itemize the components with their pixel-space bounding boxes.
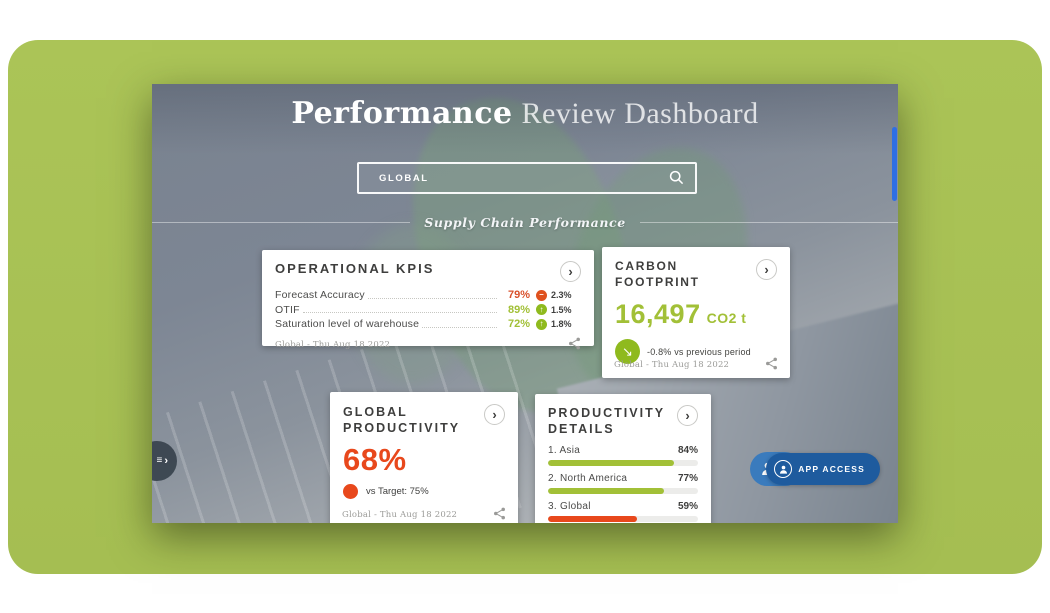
card-global-productivity: GLOBAL PRODUCTIVITY › 68% vs Target: 75%…	[330, 392, 518, 523]
progress-bar-track	[548, 515, 698, 522]
app-access-button[interactable]: APP ACCESS	[766, 453, 880, 485]
rank-label: 1. Asia	[548, 444, 581, 456]
search-icon[interactable]	[669, 170, 684, 185]
rank-label: 3. Global	[548, 500, 591, 512]
kpi-value: 89%	[507, 303, 530, 316]
status-dot-icon	[343, 483, 358, 499]
kpi-delta: 1.5%	[551, 304, 572, 315]
kpi-delta: 2.3%	[551, 290, 572, 301]
section-title: Supply Chain Performance	[424, 215, 626, 230]
carbon-delta-text: -0.8% vs previous period	[647, 346, 751, 357]
kpi-delta: 1.8%	[551, 319, 572, 330]
kpi-value: 79%	[507, 289, 530, 302]
productivity-value: 68%	[343, 441, 407, 477]
rank-value: 84%	[677, 444, 698, 456]
rank-value: 59%	[677, 500, 698, 512]
share-icon[interactable]	[765, 357, 778, 370]
card-title: PRODUCTIVITY DETAILS	[548, 406, 665, 437]
card-expand-button[interactable]: ›	[484, 404, 505, 425]
carbon-unit: CO2 t	[706, 310, 747, 327]
card-expand-button[interactable]: ›	[560, 261, 581, 282]
card-title: GLOBAL PRODUCTIVITY	[343, 405, 461, 436]
card-title: OPERATIONAL KPIS	[275, 261, 435, 276]
page-title: Performance Review Dashboard	[152, 96, 898, 131]
rank-row: 3. Global 59%	[548, 501, 698, 522]
kpi-row: Forecast Accuracy 79% – 2.3%	[275, 288, 581, 303]
kpi-row: Saturation level of warehouse 72% ↑ 1.8%	[275, 317, 581, 332]
search-bar[interactable]	[357, 162, 697, 194]
rank-label: 2. North America	[548, 472, 628, 484]
share-icon[interactable]	[568, 337, 581, 350]
section-divider: Supply Chain Performance	[152, 215, 898, 230]
page-title-light: Review Dashboard	[521, 97, 759, 130]
card-carbon-footprint: CARBON FOOTPRINT › 16,497 CO2 t ↘ -0.8% …	[602, 247, 790, 378]
kpi-row: OTIF 89% ↑ 1.5%	[275, 303, 581, 318]
card-expand-button[interactable]: ›	[677, 405, 698, 426]
carbon-delta-row: ↘ -0.8% vs previous period	[615, 339, 777, 365]
kpi-label: Forecast Accuracy	[275, 289, 365, 302]
card-scope-date: Global - Thu Aug 18 2022	[342, 510, 458, 520]
progress-bar-fill	[548, 487, 664, 494]
carbon-metric: 16,497 CO2 t	[615, 299, 777, 330]
target-text: vs Target: 75%	[366, 485, 429, 497]
card-scope-date: Global - Thu Aug 18 2022	[275, 339, 391, 350]
app-access-icon	[774, 460, 793, 478]
app-access-group: APP ACCESS	[750, 452, 880, 486]
trend-up-icon: ↑	[536, 318, 547, 330]
carbon-value: 16,497	[615, 299, 701, 330]
kpi-list: Forecast Accuracy 79% – 2.3% OTIF 89% ↑ …	[275, 288, 581, 332]
card-expand-button[interactable]: ›	[756, 259, 777, 280]
dotted-leader	[302, 312, 497, 314]
kpi-label: Saturation level of warehouse	[275, 318, 420, 331]
chevron-right-icon: ›	[164, 454, 168, 467]
trend-up-icon: ↑	[536, 304, 547, 316]
progress-bar-fill	[548, 515, 637, 522]
progress-bar-track	[548, 487, 698, 494]
rank-value: 77%	[677, 472, 698, 484]
progress-bar-track	[548, 459, 698, 466]
rank-row: 2. North America 77%	[548, 473, 698, 494]
card-operational-kpis: OPERATIONAL KPIS › Forecast Accuracy 79%…	[262, 250, 594, 350]
scrollbar-thumb[interactable]	[892, 127, 897, 201]
rank-row: 1. Asia 84%	[548, 445, 698, 466]
search-input[interactable]	[359, 164, 695, 192]
productivity-rank-list: 1. Asia 84% 2. North America 77%	[548, 445, 698, 524]
divider-line	[639, 222, 898, 223]
share-icon[interactable]	[493, 507, 506, 520]
dotted-leader	[367, 297, 497, 299]
sidebar-toggle-button[interactable]: ≡ ›	[152, 441, 177, 481]
kpi-value: 72%	[507, 318, 530, 331]
card-scope-date: Global - Thu Aug 18 2022	[614, 360, 730, 370]
app-access-label: APP ACCESS	[798, 464, 865, 474]
menu-icon: ≡	[156, 455, 163, 466]
card-title: CARBON FOOTPRINT	[615, 259, 700, 289]
dotted-leader	[422, 326, 497, 328]
divider-line	[152, 222, 411, 223]
card-productivity-details: PRODUCTIVITY DETAILS › 1. Asia 84% 2. No…	[535, 394, 711, 523]
progress-bar-fill	[548, 459, 674, 466]
page-title-bold: Performance	[291, 96, 513, 131]
trend-down-icon: –	[536, 289, 547, 301]
trend-down-right-icon: ↘	[615, 339, 640, 365]
target-row: vs Target: 75%	[343, 483, 505, 499]
kpi-label: OTIF	[275, 303, 300, 316]
